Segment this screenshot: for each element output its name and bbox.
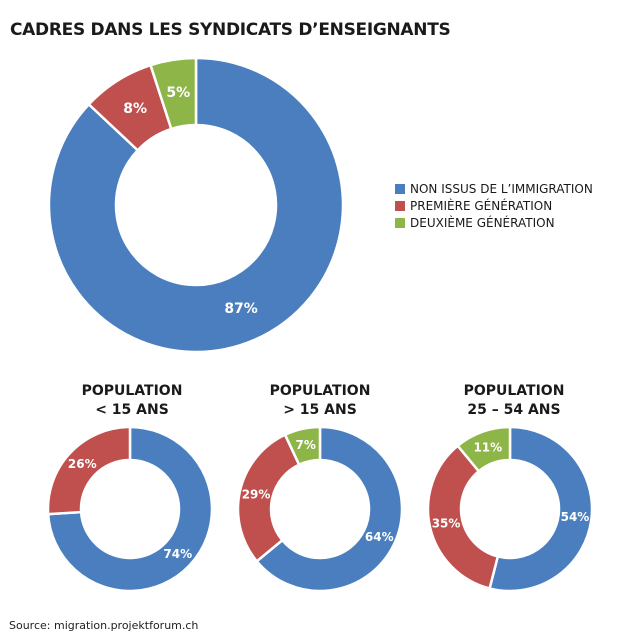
slice-over-15-deuxieme-generation bbox=[283, 425, 322, 467]
subchart-title-25-54: POPULATION 25 – 54 ANS bbox=[429, 382, 599, 420]
chart-title: CADRES DANS LES SYNDICATS D’ENSEIGNANTS bbox=[10, 20, 451, 40]
data-label-main-deuxieme-generation: 5% bbox=[166, 85, 190, 101]
slice-main-non-issus bbox=[47, 56, 345, 354]
legend-swatch-premiere-generation bbox=[395, 200, 405, 211]
slice-under-15-non-issus bbox=[46, 425, 214, 593]
legend-label-non-issus: NON ISSUS DE L’IMMIGRATION bbox=[410, 181, 593, 196]
data-label-over-15-non-issus: 64% bbox=[365, 530, 394, 544]
subchart-title-under-15: POPULATION < 15 ANS bbox=[47, 382, 217, 420]
data-label-main-premiere-generation: 8% bbox=[123, 101, 147, 117]
legend-label-premiere-generation: PREMIÈRE GÉNÉRATION bbox=[410, 198, 553, 213]
data-label-under-15-non-issus: 74% bbox=[163, 547, 192, 561]
legend: NON ISSUS DE L’IMMIGRATION PREMIÈRE GÉNÉ… bbox=[395, 180, 593, 231]
slice-under-15-premiere-generation bbox=[46, 425, 132, 516]
data-label-25-54-premiere-generation: 35% bbox=[432, 516, 461, 530]
source-note: Source: migration.projektforum.ch bbox=[9, 619, 199, 632]
subchart-title-over-15: POPULATION > 15 ANS bbox=[235, 382, 405, 420]
data-label-25-54-deuxieme-generation: 11% bbox=[473, 440, 502, 454]
slice-25-54-deuxieme-generation bbox=[455, 425, 512, 474]
data-label-over-15-premiere-generation: 29% bbox=[242, 488, 271, 502]
subchart-title-line: POPULATION bbox=[269, 383, 371, 399]
legend-item-premiere-generation: PREMIÈRE GÉNÉRATION bbox=[395, 197, 593, 214]
subchart-title-line: > 15 ANS bbox=[283, 402, 357, 418]
subchart-title-line: POPULATION bbox=[81, 383, 183, 399]
subchart-title-line: 25 – 54 ANS bbox=[467, 402, 561, 418]
data-label-25-54-non-issus: 54% bbox=[561, 510, 590, 524]
subchart-title-line: < 15 ANS bbox=[95, 402, 169, 418]
legend-swatch-non-issus bbox=[395, 183, 405, 194]
legend-swatch-deuxieme-generation bbox=[395, 217, 405, 228]
data-label-under-15-premiere-generation: 26% bbox=[68, 457, 97, 471]
legend-item-deuxieme-generation: DEUXIÈME GÉNÉRATION bbox=[395, 214, 593, 231]
data-label-main-non-issus: 87% bbox=[224, 301, 258, 317]
legend-item-non-issus: NON ISSUS DE L’IMMIGRATION bbox=[395, 180, 593, 197]
subchart-title-line: POPULATION bbox=[463, 383, 565, 399]
legend-label-deuxieme-generation: DEUXIÈME GÉNÉRATION bbox=[410, 215, 555, 230]
data-label-over-15-deuxieme-generation: 7% bbox=[296, 438, 316, 452]
slice-25-54-premiere-generation bbox=[426, 444, 500, 590]
slice-25-54-non-issus bbox=[488, 425, 594, 593]
slice-main-deuxieme-generation bbox=[148, 56, 198, 131]
slice-over-15-non-issus bbox=[255, 425, 404, 593]
